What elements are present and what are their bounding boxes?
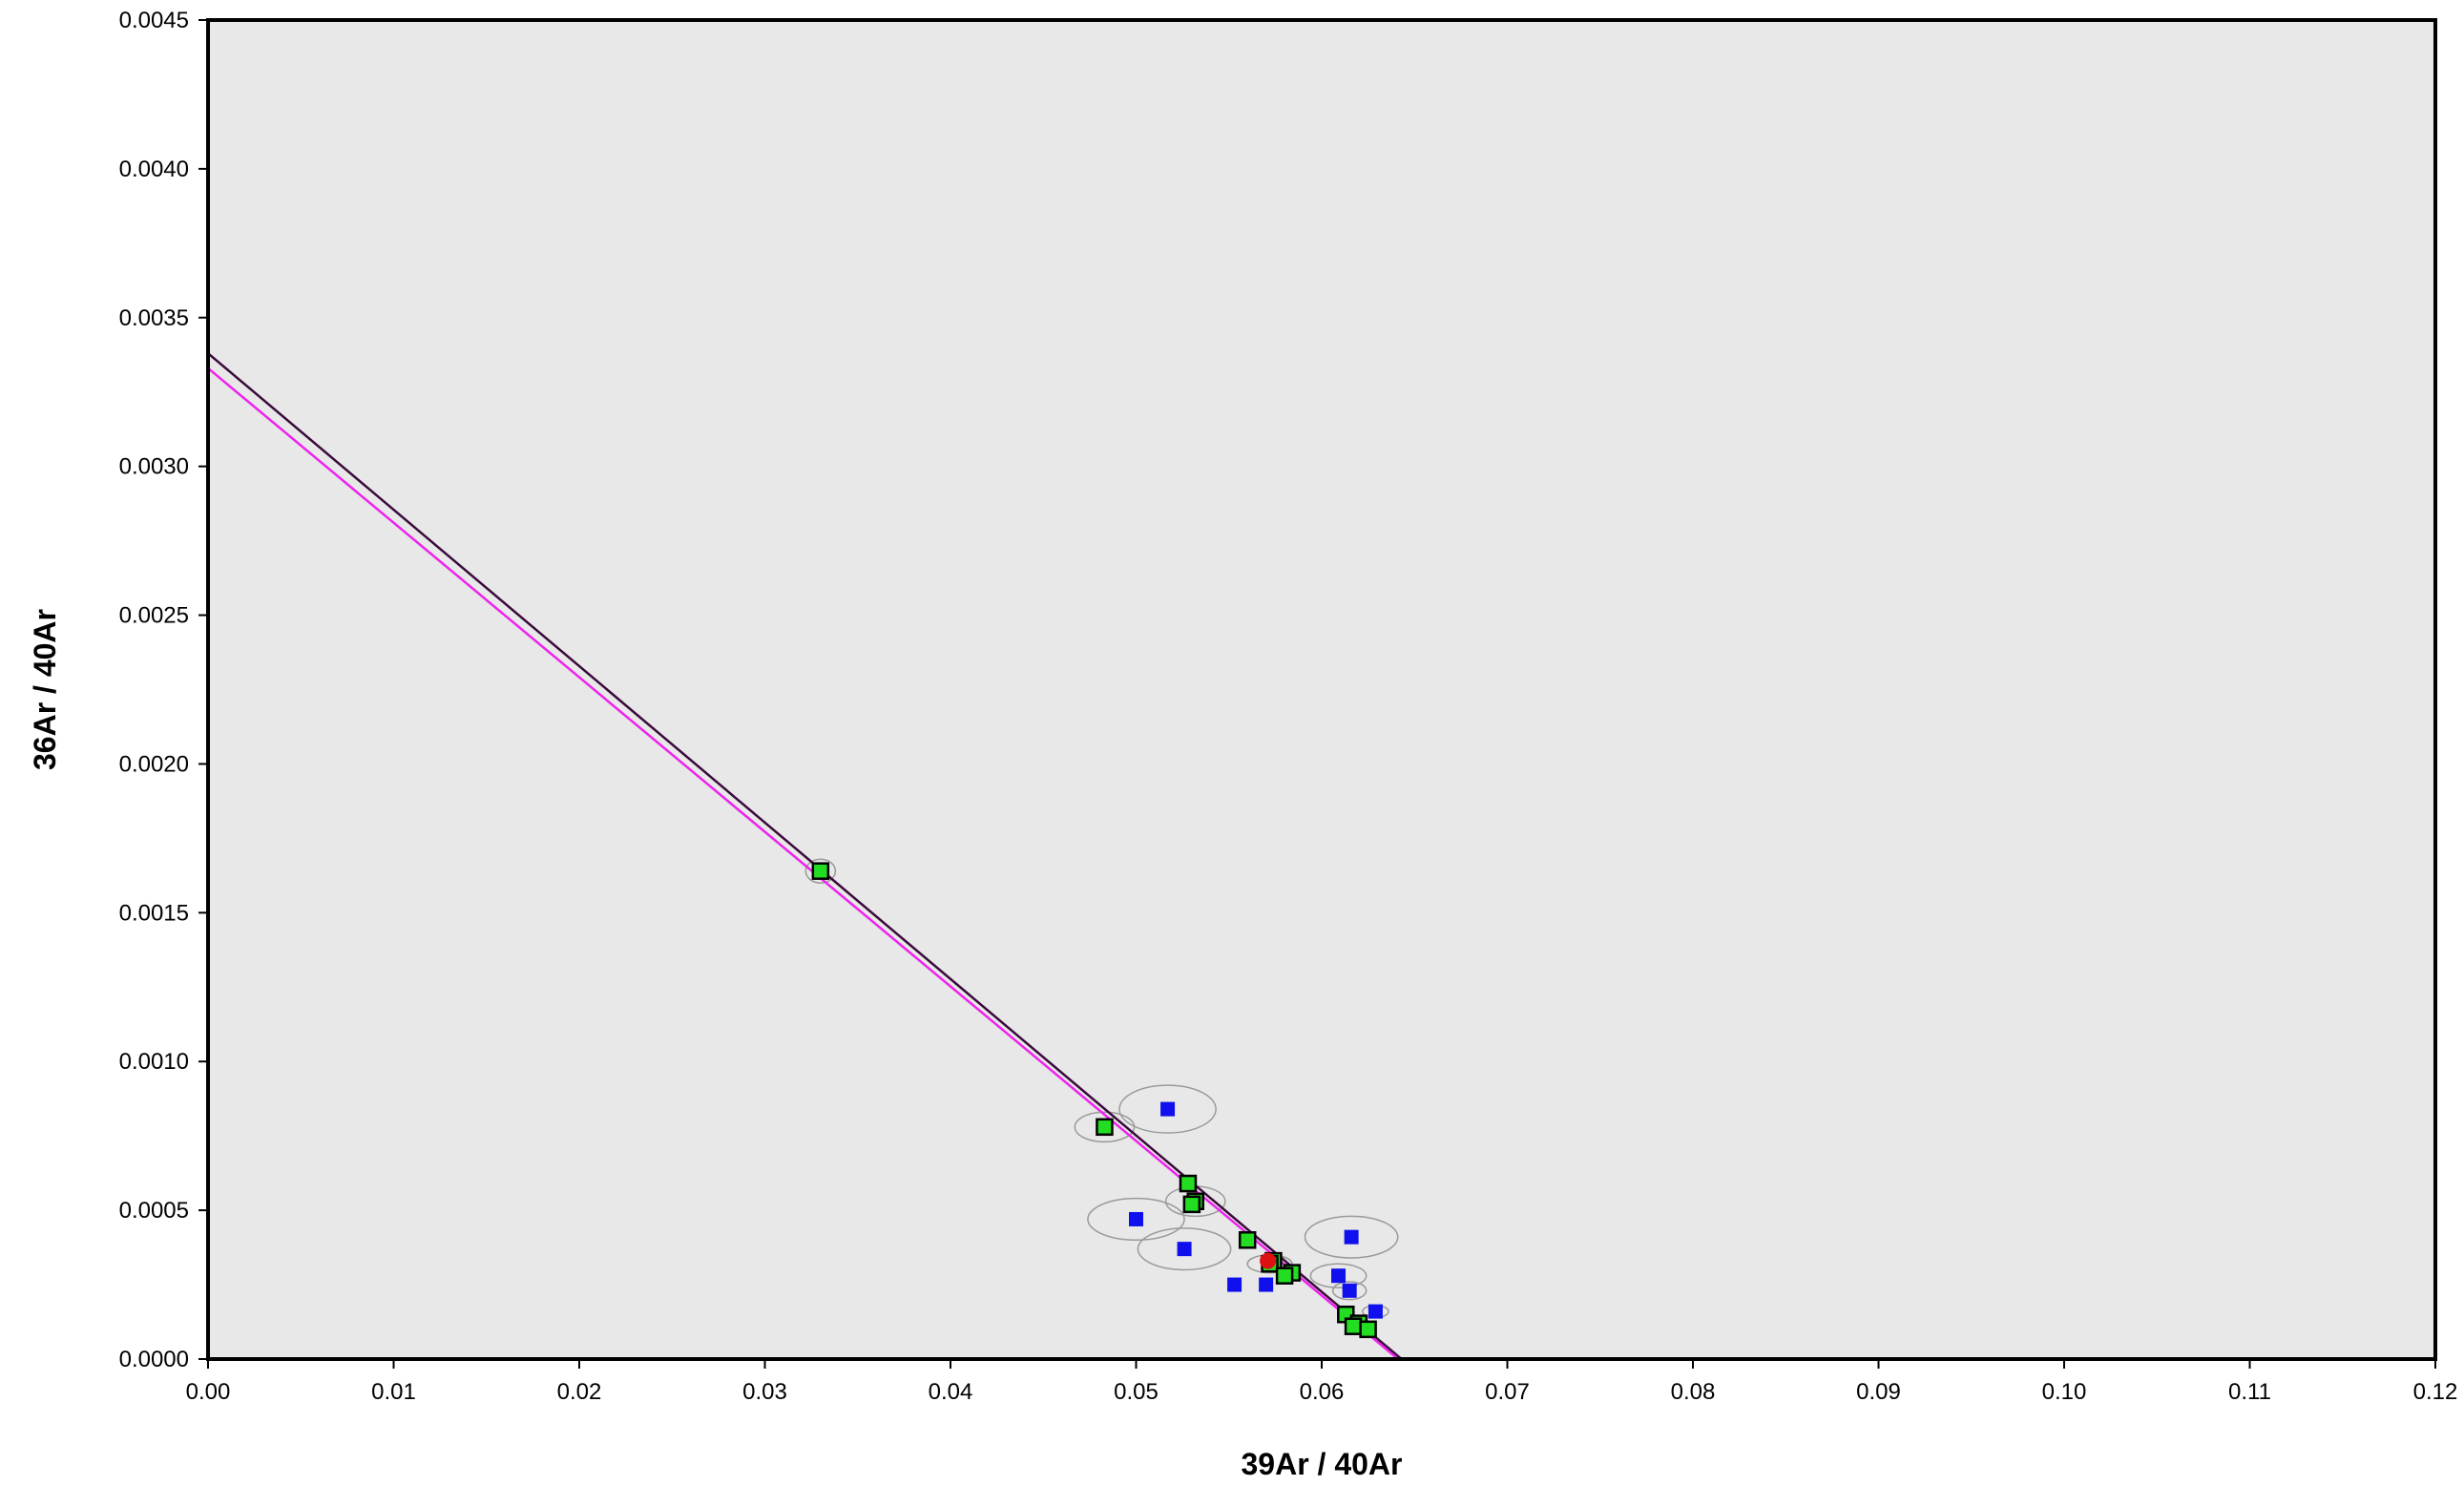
data-point-blue: [1342, 1283, 1357, 1298]
error-ellipse: [1087, 1197, 1185, 1242]
data-point-blue: [1160, 1101, 1176, 1117]
y-tick-label: 0.0015: [119, 900, 189, 926]
x-tick-label: 0.09: [1856, 1379, 1901, 1405]
y-tick-label: 0.0040: [119, 157, 189, 182]
regression-line: [208, 366, 1400, 1359]
y-tick-label: 0.0020: [119, 751, 189, 777]
data-point-blue: [1259, 1277, 1274, 1292]
x-tick-label: 0.08: [1671, 1379, 1716, 1405]
data-point-blue: [1129, 1211, 1143, 1226]
y-tick-label: 0.0000: [119, 1347, 189, 1372]
x-tick-label: 0.02: [557, 1379, 602, 1405]
data-point-green: [1344, 1317, 1363, 1335]
y-tick-label: 0.0005: [119, 1198, 189, 1224]
error-ellipse: [1331, 1281, 1368, 1301]
y-tick-label: 0.0035: [119, 305, 189, 331]
data-point-blue: [1344, 1229, 1359, 1245]
regression-line: [208, 352, 1403, 1359]
x-axis: 0.00 0.01 0.02 0.03 0.04 0.05 0.06 0.07 0.08 0.09…: [186, 1359, 2458, 1405]
data-point-green: [811, 862, 830, 880]
data-point-blue: [1331, 1268, 1347, 1284]
x-tick-label: 0.00: [186, 1379, 231, 1405]
y-tick-label: 0.0045: [119, 8, 189, 33]
regression-lines: [208, 352, 1403, 1359]
x-tick-label: 0.10: [2042, 1379, 2087, 1405]
x-tick-label: 0.03: [742, 1379, 787, 1405]
data-point-green: [1275, 1266, 1294, 1285]
x-tick-label: 0.12: [2413, 1379, 2458, 1405]
data-points: [811, 862, 1383, 1339]
y-axis-title: 36Ar / 40Ar: [28, 609, 62, 770]
x-tick-label: 0.07: [1485, 1379, 1530, 1405]
y-tick-label: 0.0025: [119, 603, 189, 629]
data-point-green: [1179, 1174, 1198, 1193]
x-tick-label: 0.06: [1300, 1379, 1345, 1405]
error-ellipse: [1137, 1227, 1232, 1271]
data-point-green: [1359, 1320, 1377, 1339]
y-tick-label: 0.0030: [119, 454, 189, 480]
x-tick-label: 0.04: [929, 1379, 973, 1405]
x-tick-label: 0.11: [2228, 1379, 2271, 1405]
error-ellipse: [1309, 1263, 1368, 1288]
x-tick-label: 0.01: [371, 1379, 416, 1405]
error-ellipse: [1304, 1215, 1399, 1259]
error-ellipse: [804, 858, 837, 884]
x-tick-label: 0.05: [1114, 1379, 1159, 1405]
error-ellipses: [804, 858, 1399, 1319]
data-point-blue: [1177, 1242, 1192, 1257]
data-point-green: [1238, 1231, 1257, 1249]
plot-area: [208, 20, 2435, 1359]
y-axis: 0.0000 0.0005 0.0010 0.0015 0.0020 0.0025 0.00…: [119, 8, 208, 1372]
y-tick-label: 0.0010: [119, 1049, 189, 1075]
data-point-red: [1260, 1252, 1277, 1269]
data-point-blue: [1368, 1304, 1383, 1319]
x-axis-title: 39Ar / 40Ar: [1242, 1447, 1403, 1481]
data-point-green: [1096, 1118, 1114, 1137]
data-point-blue: [1227, 1277, 1242, 1292]
data-point-green: [1182, 1195, 1201, 1214]
error-ellipse: [1118, 1084, 1217, 1134]
